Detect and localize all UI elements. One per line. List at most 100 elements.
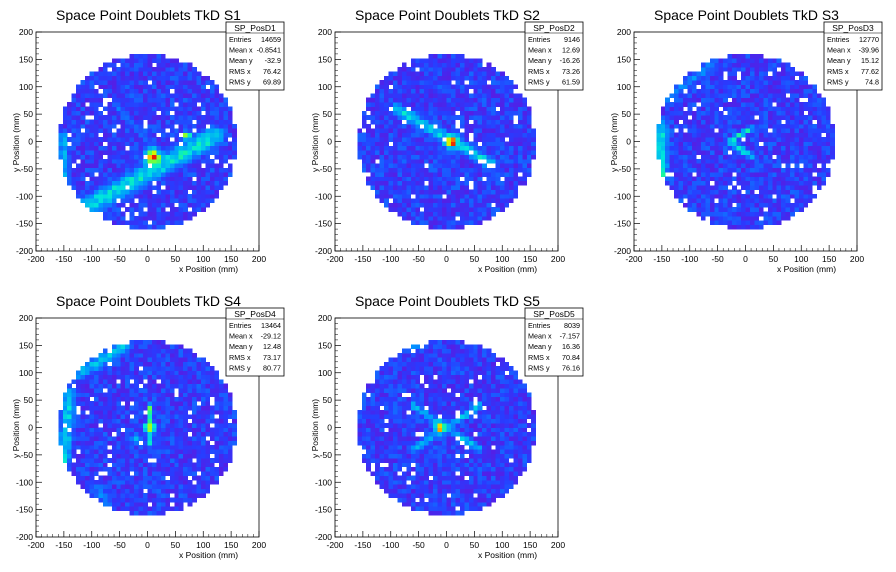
heatmap-cell bbox=[151, 344, 157, 349]
heatmap-cell bbox=[174, 466, 180, 472]
heatmap-cell bbox=[147, 480, 153, 485]
heatmap-cell bbox=[696, 163, 702, 169]
heatmap-cell bbox=[111, 163, 117, 169]
heatmap-cell bbox=[85, 471, 90, 476]
heatmap-cell bbox=[169, 431, 175, 437]
heatmap-cell bbox=[384, 110, 389, 116]
heatmap-cell bbox=[691, 119, 697, 125]
heatmap-cell bbox=[102, 401, 108, 406]
heatmap-cell bbox=[174, 93, 180, 98]
heatmap-cell bbox=[129, 440, 135, 446]
heatmap-cell bbox=[375, 154, 380, 160]
heatmap-cell bbox=[80, 418, 86, 424]
heatmap-cell bbox=[821, 102, 827, 107]
heatmap-cell bbox=[450, 185, 456, 190]
heatmap-cell bbox=[134, 115, 139, 120]
heatmap-cell bbox=[705, 119, 711, 125]
heatmap-cell bbox=[366, 154, 371, 160]
heatmap-cell bbox=[89, 141, 95, 147]
heatmap-cell bbox=[138, 141, 144, 147]
heatmap-cell bbox=[120, 106, 126, 112]
heatmap-cell bbox=[486, 202, 492, 208]
heatmap-cell bbox=[138, 132, 144, 138]
heatmap-cell bbox=[714, 202, 720, 208]
heatmap-cell bbox=[745, 115, 751, 120]
heatmap-cell bbox=[495, 137, 501, 142]
heatmap-cell bbox=[111, 497, 117, 503]
heatmap-cell bbox=[201, 167, 206, 173]
heatmap-cell bbox=[129, 115, 135, 120]
heatmap-cell bbox=[687, 128, 693, 134]
heatmap-cell bbox=[187, 427, 193, 433]
heatmap-cell bbox=[415, 58, 421, 63]
heatmap-cell bbox=[513, 167, 519, 173]
heatmap-cell bbox=[700, 123, 706, 129]
heatmap-cell bbox=[406, 67, 412, 72]
heatmap-cell bbox=[125, 141, 130, 147]
heatmap-cell bbox=[450, 71, 456, 77]
heatmap-cell bbox=[93, 374, 99, 380]
heatmap-cell bbox=[495, 88, 501, 94]
heatmap-cell bbox=[691, 97, 697, 103]
heatmap-cell bbox=[486, 207, 492, 212]
heatmap-cell bbox=[143, 189, 148, 195]
heatmap-cell bbox=[120, 84, 126, 90]
heatmap-cell bbox=[401, 198, 407, 204]
y-tick-label: 150 bbox=[19, 54, 33, 64]
heatmap-cell bbox=[700, 119, 706, 125]
heatmap-cell bbox=[500, 185, 505, 190]
heatmap-cell bbox=[522, 97, 528, 103]
heatmap-cell bbox=[160, 366, 166, 371]
heatmap-cell bbox=[437, 211, 443, 217]
heatmap-cell bbox=[683, 145, 688, 151]
heatmap-cell bbox=[442, 172, 447, 177]
heatmap-cell bbox=[424, 128, 429, 134]
heatmap-cell bbox=[76, 370, 81, 376]
heatmap-cell bbox=[134, 58, 139, 63]
heatmap-cell bbox=[415, 97, 421, 103]
heatmap-cell bbox=[526, 128, 532, 134]
heatmap-cell bbox=[473, 132, 479, 138]
heatmap-cell bbox=[384, 115, 389, 120]
heatmap-cell bbox=[174, 198, 180, 204]
heatmap-cell bbox=[754, 132, 760, 138]
heatmap-cell bbox=[125, 137, 130, 142]
heatmap-cell bbox=[816, 110, 822, 116]
heatmap-cell bbox=[669, 163, 675, 169]
heatmap-cell bbox=[384, 106, 389, 112]
heatmap-cell bbox=[410, 102, 416, 107]
heatmap-cell bbox=[120, 163, 126, 169]
heatmap-cell bbox=[745, 185, 751, 190]
heatmap-cell bbox=[442, 115, 447, 120]
y-tick-label: 100 bbox=[318, 82, 332, 92]
heatmap-cell bbox=[727, 154, 733, 160]
heatmap-cell bbox=[776, 137, 782, 142]
heatmap-cell bbox=[700, 215, 706, 221]
heatmap-cell bbox=[455, 115, 461, 120]
heatmap-cell bbox=[446, 198, 452, 204]
heatmap-cell bbox=[169, 392, 175, 398]
heatmap-cell bbox=[736, 163, 742, 169]
heatmap-cell bbox=[803, 185, 809, 190]
heatmap-cell bbox=[138, 67, 144, 72]
heatmap-cell bbox=[736, 97, 742, 103]
heatmap-cell bbox=[486, 115, 492, 120]
heatmap-cell bbox=[205, 132, 211, 138]
heatmap-cell bbox=[125, 370, 130, 376]
heatmap-cell bbox=[165, 348, 171, 354]
heatmap-cell bbox=[165, 418, 171, 424]
heatmap-cell bbox=[700, 159, 706, 164]
heatmap-cell bbox=[526, 132, 532, 138]
heatmap-cell bbox=[116, 163, 122, 169]
heatmap-cell bbox=[428, 207, 434, 212]
heatmap-cell bbox=[767, 215, 773, 221]
heatmap-cell bbox=[379, 172, 385, 177]
heatmap-cell bbox=[62, 436, 68, 441]
heatmap-cell bbox=[89, 462, 95, 468]
heatmap-cell bbox=[522, 154, 528, 160]
heatmap-cell bbox=[495, 198, 501, 204]
heatmap-cell bbox=[745, 123, 751, 129]
heatmap-cell bbox=[138, 207, 144, 212]
y-tick-label: 50 bbox=[24, 109, 34, 119]
heatmap-cell bbox=[147, 211, 153, 217]
